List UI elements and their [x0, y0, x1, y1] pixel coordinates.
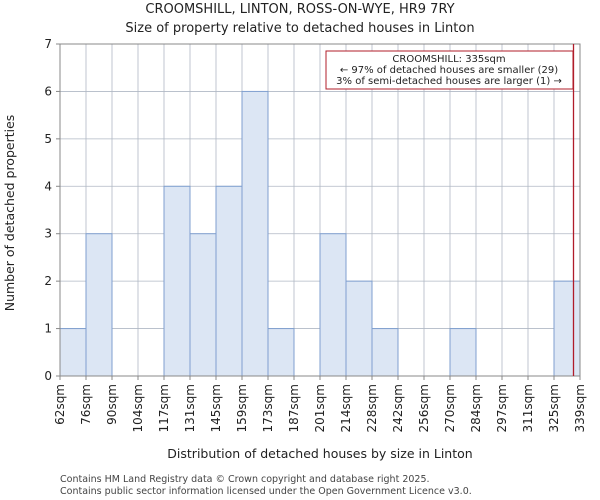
x-tick-label: 256sqm — [417, 384, 431, 432]
x-tick-label: 270sqm — [443, 384, 457, 432]
chart-subtitle: Size of property relative to detached ho… — [125, 21, 474, 36]
y-axis-ticks: 0 1 2 3 4 5 6 7 — [44, 37, 60, 383]
histogram-bar — [163, 185, 191, 377]
x-tick-label: 297sqm — [495, 384, 509, 432]
histogram-bar — [215, 185, 243, 377]
histogram-bar — [345, 280, 373, 377]
y-tick-label: 1 — [44, 322, 52, 336]
x-tick-label: 228sqm — [365, 384, 379, 432]
y-tick-label: 7 — [44, 37, 52, 51]
bars-layer — [59, 90, 581, 377]
x-tick-label: 104sqm — [131, 384, 145, 432]
x-tick-label: 62sqm — [53, 384, 67, 425]
x-tick-label: 201sqm — [313, 384, 327, 432]
y-tick-label: 4 — [44, 179, 52, 193]
x-tick-label: 284sqm — [469, 384, 483, 432]
x-tick-label: 159sqm — [235, 384, 249, 432]
annotation-line-2: ← 97% of detached houses are smaller (29… — [340, 65, 558, 76]
histogram-bar — [449, 328, 477, 377]
x-tick-label: 311sqm — [521, 384, 535, 432]
x-tick-label: 339sqm — [573, 384, 587, 432]
footer-line-1: Contains HM Land Registry data © Crown c… — [60, 474, 430, 485]
x-tick-label: 242sqm — [391, 384, 405, 432]
x-tick-label: 173sqm — [261, 384, 275, 432]
y-axis-label: Number of detached properties — [2, 115, 17, 312]
annotation-line-3: 3% of semi-detached houses are larger (1… — [336, 76, 562, 87]
x-tick-label: 131sqm — [183, 384, 197, 432]
y-tick-label: 0 — [44, 369, 52, 383]
x-tick-label: 117sqm — [157, 384, 171, 432]
x-tick-label: 76sqm — [79, 384, 93, 425]
annotation-box: CROOMSHILL: 335sqm ← 97% of detached hou… — [325, 50, 574, 90]
histogram-bar — [59, 328, 87, 377]
x-tick-label: 187sqm — [287, 384, 301, 432]
histogram-bar — [319, 233, 347, 377]
histogram-bar — [371, 328, 399, 377]
histogram-bar — [553, 280, 581, 377]
y-tick-label: 6 — [44, 84, 52, 98]
x-axis-ticks: 62sqm 76sqm 90sqm 104sqm 117sqm 131sqm 145sqm 1… — [53, 376, 587, 432]
footer-line-2: Contains public sector information licen… — [60, 486, 472, 497]
histogram-bar — [189, 233, 217, 377]
y-tick-label: 3 — [44, 227, 52, 241]
annotation-frame — [325, 50, 574, 90]
y-tick-label: 5 — [44, 132, 52, 146]
chart-title: CROOMSHILL, LINTON, ROSS-ON-WYE, HR9 7RY — [145, 2, 454, 17]
x-tick-label: 90sqm — [105, 384, 119, 425]
histogram-bar — [241, 90, 269, 377]
x-tick-label: 214sqm — [339, 384, 353, 432]
x-axis-label: Distribution of detached houses by size … — [167, 446, 472, 461]
histogram-bar — [267, 328, 295, 377]
x-tick-label: 145sqm — [209, 384, 223, 432]
y-tick-label: 2 — [44, 274, 52, 288]
x-tick-label: 325sqm — [547, 384, 561, 432]
histogram-bar — [85, 233, 113, 377]
annotation-line-1: CROOMSHILL: 335sqm — [392, 54, 505, 65]
